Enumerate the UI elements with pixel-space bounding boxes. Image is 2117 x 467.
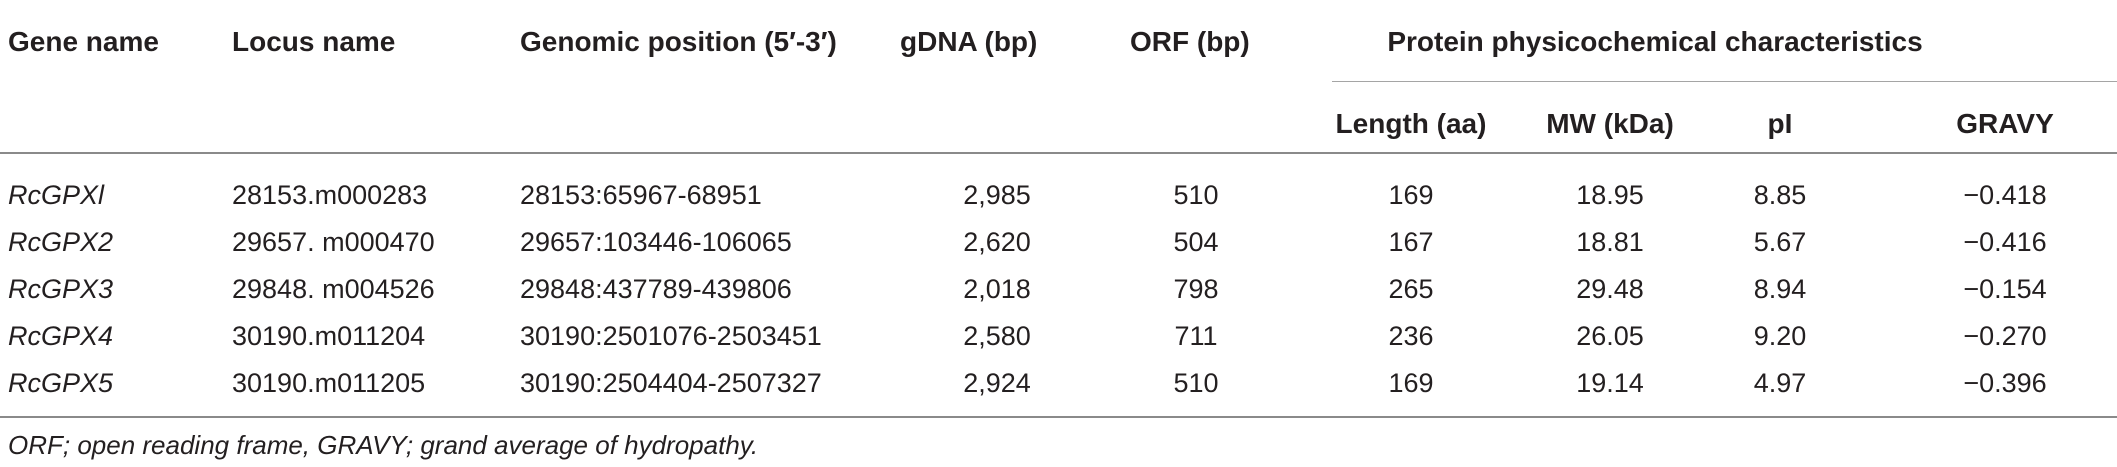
cell-locus: 30190.m011205 <box>232 368 426 398</box>
header-gene-name: Gene name <box>8 26 159 57</box>
header-genomic-position: Genomic position (5′-3′) <box>520 26 837 57</box>
cell-pi: 4.97 <box>1753 368 1807 398</box>
cell-gravy: −0.396 <box>1963 368 2047 398</box>
cell-locus: 28153.m000283 <box>232 180 428 210</box>
header-locus-name: Locus name <box>232 26 396 57</box>
cell-orf: 510 <box>1173 368 1219 398</box>
cell-gravy: −0.416 <box>1963 227 2047 257</box>
cell-gene: RcGPX3 <box>8 274 114 304</box>
cell-length: 167 <box>1388 227 1434 257</box>
cell-pi: 8.85 <box>1753 180 1807 210</box>
cell-pi: 8.94 <box>1753 274 1807 304</box>
table-footnote: ORF; open reading frame, GRAVY; grand av… <box>8 430 759 460</box>
cell-gravy: −0.418 <box>1963 180 2047 210</box>
group-underline <box>1332 81 2117 82</box>
cell-pi: 9.20 <box>1753 321 1807 351</box>
cell-gravy: −0.270 <box>1963 321 2047 351</box>
table-row: RcGPX3 29848. m004526 29848:437789-43980… <box>0 276 2117 310</box>
header-rule <box>0 152 2117 154</box>
cell-locus: 29657. m000470 <box>232 227 435 257</box>
cell-gdna: 2,620 <box>963 227 1031 257</box>
cell-locus: 30190.m011204 <box>232 321 426 351</box>
cell-pi: 5.67 <box>1753 227 1807 257</box>
header-gravy: GRAVY <box>1956 108 2054 139</box>
cell-gdna: 2,924 <box>963 368 1031 398</box>
cell-length: 265 <box>1388 274 1434 304</box>
cell-orf: 504 <box>1173 227 1219 257</box>
header-protein-group: Protein physicochemical characteristics <box>1387 26 1923 57</box>
header-gdna: gDNA (bp) <box>900 26 1038 57</box>
cell-position: 30190:2504404-2507327 <box>520 368 822 398</box>
header-length: Length (aa) <box>1335 108 1487 139</box>
table-row: RcGPX5 30190.m011205 30190:2504404-25073… <box>0 370 2117 404</box>
cell-mw: 19.14 <box>1576 368 1644 398</box>
table-row: RcGPX2 29657. m000470 29657:103446-10606… <box>0 229 2117 263</box>
cell-orf: 798 <box>1173 274 1219 304</box>
cell-position: 30190:2501076-2503451 <box>520 321 822 351</box>
cell-mw: 26.05 <box>1576 321 1644 351</box>
cell-mw: 18.81 <box>1576 227 1644 257</box>
cell-gene: RcGPX4 <box>8 321 114 351</box>
header-pi: pI <box>1767 108 1793 139</box>
cell-mw: 29.48 <box>1576 274 1644 304</box>
cell-mw: 18.95 <box>1576 180 1644 210</box>
cell-gdna: 2,018 <box>963 274 1031 304</box>
header-orf: ORF (bp) <box>1130 26 1250 57</box>
bottom-rule <box>0 416 2117 418</box>
cell-gene: RcGPX5 <box>8 368 114 398</box>
cell-gravy: −0.154 <box>1963 274 2047 304</box>
cell-gene: RcGPXl <box>8 180 105 210</box>
cell-length: 236 <box>1388 321 1434 351</box>
cell-orf: 711 <box>1174 321 1218 351</box>
cell-gdna: 2,580 <box>963 321 1031 351</box>
cell-orf: 510 <box>1173 180 1219 210</box>
table-row: RcGPXl 28153.m000283 28153:65967-68951 2… <box>0 182 2117 216</box>
cell-length: 169 <box>1388 368 1434 398</box>
header-mw: MW (kDa) <box>1546 108 1674 139</box>
cell-locus: 29848. m004526 <box>232 274 435 304</box>
cell-position: 29848:437789-439806 <box>520 274 792 304</box>
cell-gene: RcGPX2 <box>8 227 114 257</box>
cell-length: 169 <box>1388 180 1434 210</box>
table-row: RcGPX4 30190.m011204 30190:2501076-25034… <box>0 323 2117 357</box>
cell-position: 29657:103446-106065 <box>520 227 792 257</box>
cell-gdna: 2,985 <box>963 180 1031 210</box>
cell-position: 28153:65967-68951 <box>520 180 762 210</box>
